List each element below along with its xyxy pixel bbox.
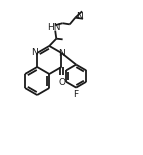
Text: O: O <box>58 78 65 87</box>
Text: N: N <box>77 12 83 21</box>
Text: F: F <box>74 90 79 99</box>
Text: N: N <box>31 48 37 57</box>
Text: N: N <box>58 49 65 58</box>
Text: HN: HN <box>47 23 61 32</box>
